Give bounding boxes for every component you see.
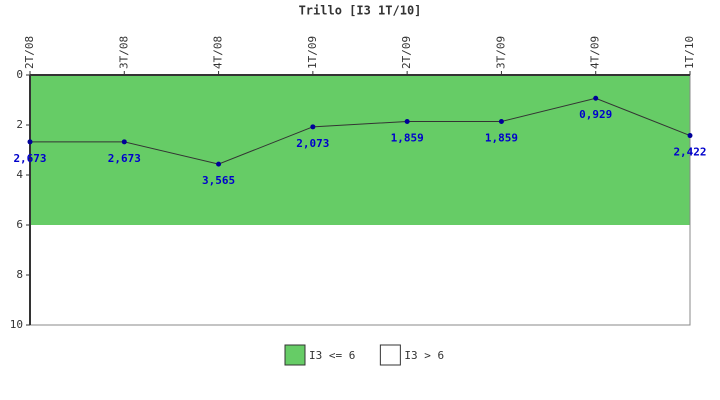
point	[121, 139, 127, 145]
point	[498, 118, 504, 124]
x-tick-label: 2T/09	[400, 36, 413, 69]
point	[310, 124, 316, 130]
data-label: 1,859	[391, 131, 424, 144]
y-tick-label: 6	[16, 218, 23, 231]
point	[593, 95, 599, 101]
y-tick-label: 2	[16, 118, 23, 131]
data-label: 3,565	[202, 174, 235, 187]
point	[27, 139, 33, 145]
legend-label: I3 <= 6	[309, 349, 355, 362]
y-tick-label: 4	[16, 168, 23, 181]
data-label: 2,073	[296, 137, 329, 150]
data-label: 0,929	[579, 108, 612, 121]
x-tick-label: 4T/08	[212, 36, 225, 69]
y-tick-label: 10	[10, 318, 23, 331]
x-tick-label: 3T/08	[117, 36, 130, 69]
x-tick-label: 1T/09	[306, 36, 319, 69]
legend-label: I3 > 6	[404, 349, 444, 362]
point	[216, 161, 222, 167]
x-tick-label: 2T/08	[23, 36, 36, 69]
chart-title: Trillo [I3 1T/10]	[299, 4, 422, 18]
band	[30, 225, 690, 325]
data-label: 2,673	[13, 152, 46, 165]
data-label: 2,422	[673, 146, 706, 159]
legend-swatch	[379, 344, 401, 366]
data-label: 2,673	[108, 152, 141, 165]
y-tick-label: 0	[16, 68, 23, 81]
point	[404, 118, 410, 124]
legend-swatch	[284, 344, 306, 366]
point	[687, 133, 693, 139]
y-tick-label: 8	[16, 268, 23, 281]
line	[30, 97, 691, 165]
x-tick-label: 1T/10	[683, 36, 696, 69]
x-tick-label: 3T/09	[494, 36, 507, 69]
band	[30, 75, 690, 225]
data-label: 1,859	[485, 131, 518, 144]
x-tick-label: 4T/09	[589, 36, 602, 69]
